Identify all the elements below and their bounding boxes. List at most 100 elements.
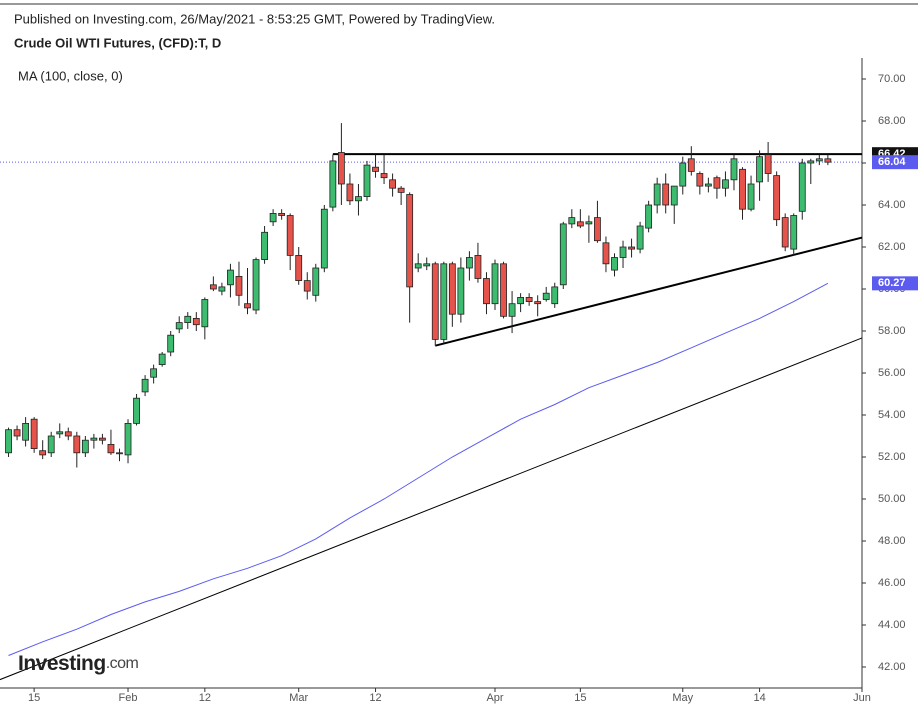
candle-body [235,275,243,296]
candle-body [286,215,294,256]
candle-body [158,353,166,366]
candle-body [133,397,140,424]
x-tick-label: 14 [753,692,765,704]
candle-body [551,286,559,305]
candle-body [107,443,115,454]
candle-body [227,269,234,286]
candle-body [22,422,30,441]
candle-body [611,257,618,271]
candle-body [534,301,542,305]
y-tick-label: 44.00 [878,619,906,631]
candle-body [602,242,610,265]
candle-body [81,439,89,454]
y-tick-label: 58.00 [878,325,906,337]
x-tick-label: 15 [574,692,586,704]
candle-body [64,431,72,437]
candle-body [747,183,755,210]
candle-body [815,158,823,162]
candle-body [150,368,158,378]
candle-body [662,183,670,206]
candle-body [99,437,106,441]
candle-body [576,221,584,227]
candle-body [414,263,422,269]
candle-body [824,158,832,163]
candle-body [713,177,721,189]
trend-line [0,337,863,681]
candle-body [346,183,354,202]
candle-body [295,254,303,281]
candle-body [594,217,601,242]
candle-body [653,183,661,206]
candle-body [525,296,533,302]
candle-body [687,158,695,172]
candle-body [722,179,729,189]
y-tick-label: 54.00 [878,409,906,421]
candle-body [47,435,55,454]
candle-body [491,263,499,305]
candle-body [466,257,473,269]
candle-body [355,196,362,202]
candle-body [696,173,704,187]
candle-body [645,204,653,229]
candle-body [585,221,593,225]
candle-body [312,267,320,296]
candle-body [730,158,738,181]
candle-body [252,259,260,311]
x-tick-label: 15 [28,692,40,704]
candle-body [56,431,64,435]
candle-body [218,286,226,292]
candle-body [670,185,678,206]
x-tick-label: Apr [486,692,503,704]
candle-body [372,166,379,172]
candle-body [406,194,414,288]
candle-body [704,183,712,187]
candle-body [798,162,806,212]
candle-body [500,263,507,317]
candle-body [559,223,567,286]
candle-body [773,175,781,221]
logo-suffix: .com [106,655,139,672]
candle-body [337,152,345,185]
candle-body [781,217,789,248]
candle-body [184,315,192,323]
ma-line [8,282,829,656]
candle-body [141,378,149,393]
candle-body [303,280,311,292]
x-tick-label: Mar [289,692,308,704]
candle-body [474,254,482,279]
logo: Investing.com [18,652,139,675]
candle-body [568,217,576,225]
candle-body [380,173,388,179]
candle-body [175,322,183,330]
candle-body [278,212,286,216]
x-tick-label: Feb [119,692,138,704]
y-tick-label: 50.00 [878,493,906,505]
candle-body [320,208,328,269]
trend-line [435,236,863,347]
candle-body [448,263,456,315]
x-tick-label: 12 [369,692,381,704]
last-price-box [872,155,918,170]
candle-body [739,168,746,210]
candle-body [167,334,175,353]
x-tick-label: May [672,692,693,704]
y-tick-label: 62.00 [878,241,906,253]
candle-body [679,162,687,187]
candle-body [124,422,132,456]
candle-body [397,187,405,193]
logo-main: Investing [18,652,106,675]
y-tick-label: 64.00 [878,199,906,211]
candle-body [329,160,337,208]
y-tick-label: 46.00 [878,577,906,589]
header: Published on Investing.com, 26/May/2021 … [14,11,495,26]
candle-body [542,292,550,300]
candle-body [116,452,123,455]
candle-body [389,179,396,189]
candle-body [764,154,772,174]
candle-body [363,164,371,198]
candle-body [636,225,644,250]
candle-body [457,267,465,315]
y-tick-label: 68.00 [878,115,906,127]
candle-body [192,317,200,326]
candle-body [431,263,439,340]
